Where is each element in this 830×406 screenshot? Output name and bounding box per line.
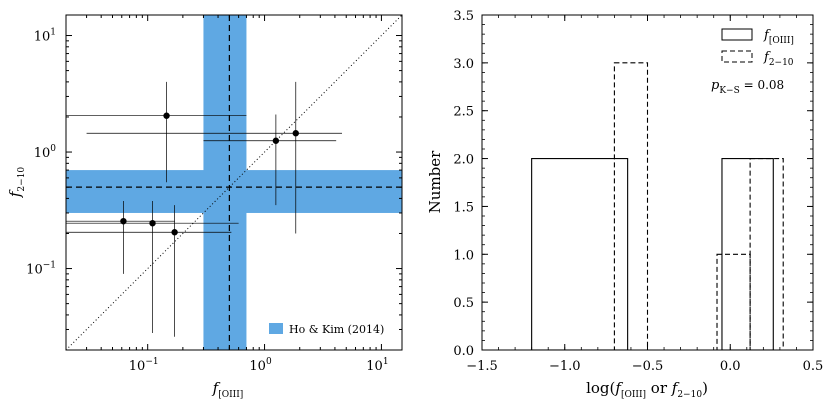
right-y-label: Number <box>426 150 444 213</box>
data-points <box>66 81 343 337</box>
bar-210-3 <box>749 158 784 350</box>
y-tick-label: 0.5 <box>453 296 474 311</box>
data-point-6 <box>66 205 232 337</box>
point-marker <box>163 112 170 119</box>
y-tick-label: 2.5 <box>453 105 474 120</box>
x-tick-label: 0.5 <box>803 359 824 374</box>
reference-band <box>66 15 402 350</box>
data-point-5 <box>66 201 239 333</box>
y-tick-label: 10−1 <box>26 261 56 278</box>
data-point-1 <box>66 81 247 183</box>
band-legend-label: Ho & Kim (2014) <box>289 323 384 336</box>
x-tick-label: 10−1 <box>129 357 159 374</box>
right-x-label: log(f[OIII] or f2−10) <box>586 379 708 400</box>
y-tick-label: 0.0 <box>453 344 474 359</box>
ks-annotation: pK−S = 0.08 <box>711 78 784 96</box>
reference-lines <box>66 15 402 350</box>
legend-label-oiii: f[OIII] <box>763 28 794 46</box>
histogram-legend: f[OIII] f2−10 pK−S = 0.08 <box>711 28 794 96</box>
left-y-label: f2−10 <box>6 167 27 199</box>
data-point-4 <box>66 201 175 274</box>
y-tick-label: 1.5 <box>453 200 474 215</box>
point-marker <box>272 137 280 144</box>
horizontal-band <box>66 170 402 213</box>
x-tick-label: −0.5 <box>632 359 664 374</box>
legend-swatch-oiii <box>721 28 753 41</box>
band-legend-swatch <box>269 323 283 334</box>
right-ticks: −1.5 −1.0 −0.5 0.0 0.5 0.0 0.5 1.0 1.5 2.0 2.5 3.0 3… <box>453 9 823 374</box>
legend-label-210: f2−10 <box>763 50 794 68</box>
y-tick-label: 3.0 <box>453 57 474 72</box>
histogram-bars <box>531 62 784 350</box>
y-tick-label: 2.0 <box>453 153 474 168</box>
left-x-label: f[OIII] <box>212 379 244 400</box>
bar-oiii-1 <box>531 158 629 350</box>
point-marker <box>120 217 127 225</box>
band-legend: Ho & Kim (2014) <box>269 323 384 336</box>
left-axes-frame <box>65 14 403 351</box>
x-tick-label: −1.5 <box>466 359 498 374</box>
x-tick-label: 100 <box>249 357 272 374</box>
point-marker <box>292 130 299 137</box>
y-tick-label: 100 <box>34 144 57 161</box>
x-tick-label: 101 <box>366 357 388 374</box>
y-tick-label: 3.5 <box>453 9 474 24</box>
y-tick-label: 101 <box>34 28 56 45</box>
x-tick-label: −1.0 <box>549 359 581 374</box>
point-marker <box>171 229 178 236</box>
y-tick-label: 1.0 <box>453 248 474 263</box>
bar-210-1 <box>613 62 649 350</box>
x-tick-label: 0.0 <box>720 359 741 374</box>
legend-swatch-210 <box>721 50 753 63</box>
scatter-panel: 10−1 100 101 10−1 100 101 Ho & Kim (2014) f[O… <box>6 14 403 400</box>
point-marker <box>149 220 156 227</box>
data-point-2 <box>203 114 337 206</box>
data-point-3 <box>86 81 343 234</box>
histogram-panel: −1.5 −1.0 −0.5 0.0 0.5 0.0 0.5 1.0 1.5 2.0 2.5 3.0 3… <box>426 9 823 400</box>
